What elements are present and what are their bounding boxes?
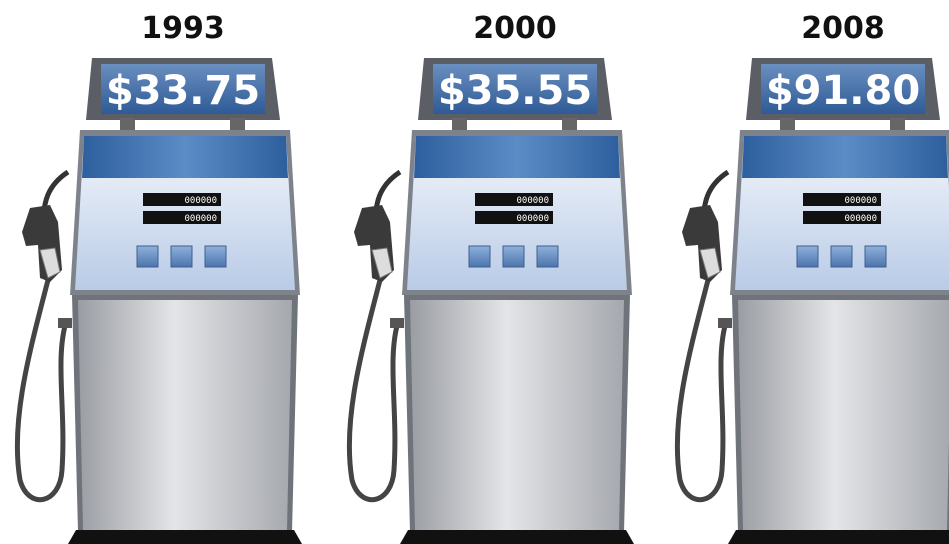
price-label: $35.55 bbox=[438, 68, 592, 114]
pump: 2008 $91.80 000000 000000 bbox=[677, 11, 949, 544]
display-digits: 000000 bbox=[184, 214, 217, 224]
price-label: $91.80 bbox=[766, 68, 920, 114]
display-digits: 000000 bbox=[516, 196, 549, 206]
year-label: 2000 bbox=[473, 11, 557, 46]
year-label: 2008 bbox=[801, 11, 885, 46]
pump-illustration bbox=[677, 58, 949, 544]
pump-illustration bbox=[349, 58, 634, 544]
pump-illustration bbox=[17, 58, 302, 544]
pump: 1993 $33.75 000000 000000 bbox=[17, 11, 302, 544]
display-digits: 000000 bbox=[184, 196, 217, 206]
display-digits: 000000 bbox=[844, 214, 877, 224]
year-label: 1993 bbox=[141, 11, 225, 46]
display-digits: 000000 bbox=[844, 196, 877, 206]
pump: 2000 $35.55 000000 000000 bbox=[349, 11, 634, 544]
price-label: $33.75 bbox=[106, 68, 260, 114]
display-digits: 000000 bbox=[516, 214, 549, 224]
pumps: 1993 $33.75 000000 000000 2000 $35.55 000000 00… bbox=[17, 11, 949, 544]
